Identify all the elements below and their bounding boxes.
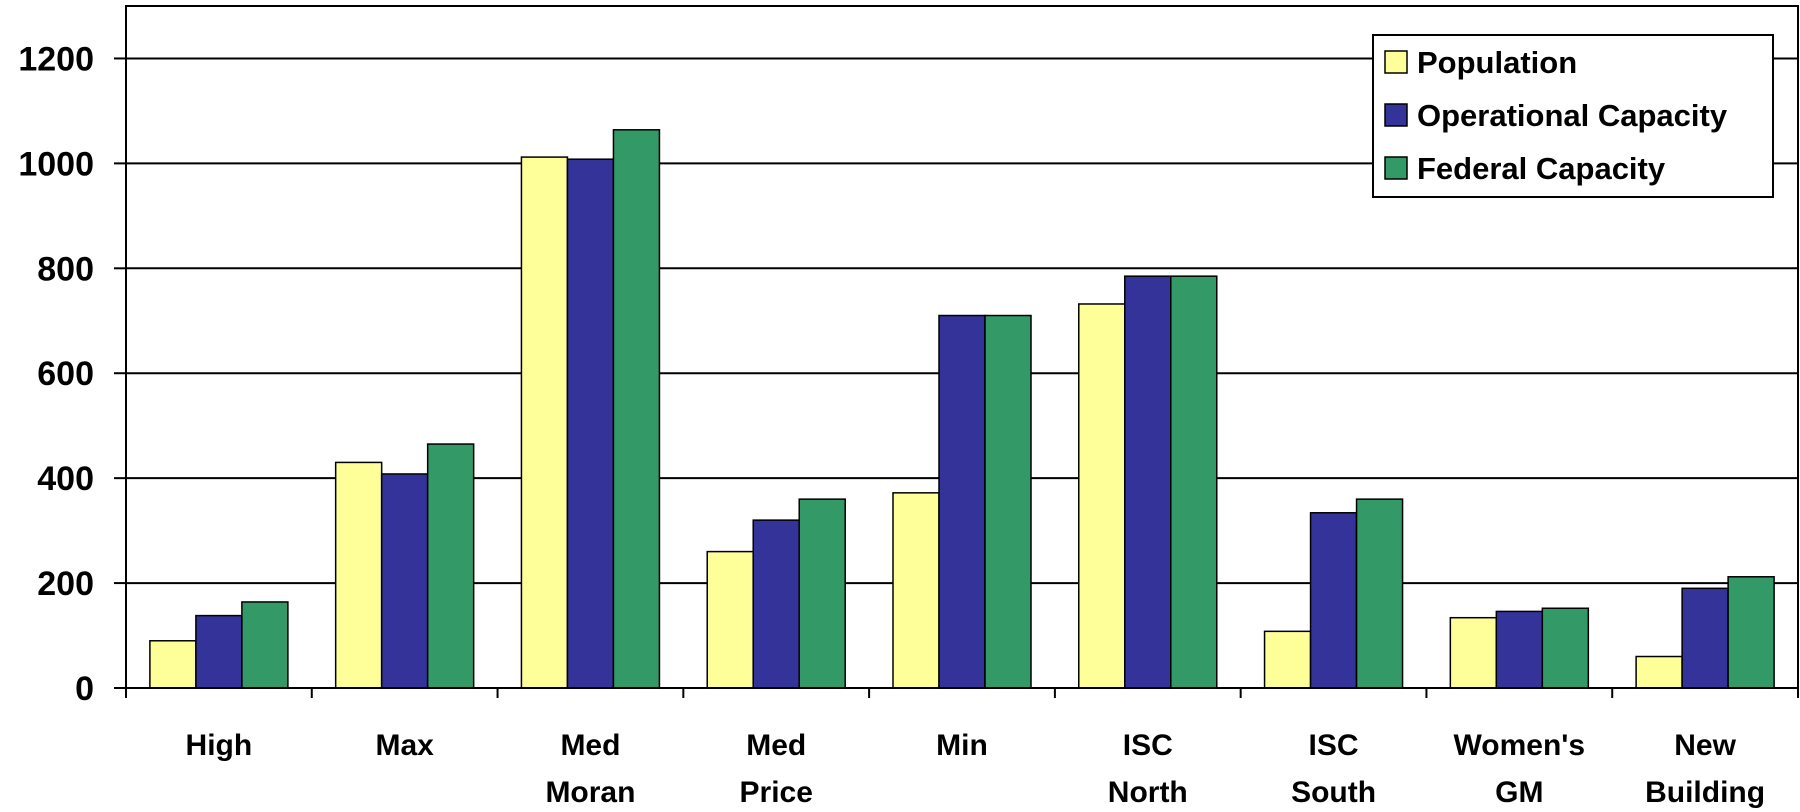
y-tick-label: 800 [37, 250, 94, 288]
bar-population-3 [706, 550, 754, 689]
x-category-label: Min [936, 729, 988, 762]
bar-population-0 [149, 640, 197, 689]
bar-federal-capacity-7 [1541, 607, 1590, 689]
bar-operational-capacity-4 [938, 314, 986, 689]
y-tick-label: 1000 [18, 145, 94, 183]
y-tick-label: 400 [37, 460, 94, 498]
y-axis-ticks: 0 200 400 600 800 1000 1200 [18, 40, 126, 708]
legend-label: Federal Capacity [1417, 151, 1666, 186]
bar-federal-capacity-2 [612, 129, 661, 689]
y-tick-label: 600 [37, 355, 94, 393]
bar-operational-capacity-8 [1681, 587, 1729, 689]
x-category-label: Max [375, 729, 434, 762]
bar-operational-capacity-1 [380, 473, 429, 689]
bar-operational-capacity-3 [752, 519, 800, 689]
x-axis-labels: High Max Med Moran Med Price Min ISC North ISC Sou… [186, 729, 1766, 809]
bar-federal-capacity-8 [1727, 576, 1775, 689]
bar-federal-capacity-1 [426, 443, 475, 689]
bar-federal-capacity-4 [984, 314, 1032, 689]
x-category-label: High [186, 729, 253, 762]
x-category-label: ISC North [1108, 729, 1188, 809]
bar-operational-capacity-7 [1495, 610, 1544, 689]
y-tick-label: 0 [75, 670, 94, 708]
bars [149, 129, 1775, 689]
bar-federal-capacity-3 [798, 498, 846, 689]
bar-population-7 [1449, 616, 1498, 689]
x-category-label: New Building [1645, 729, 1765, 809]
bar-population-4 [892, 492, 940, 689]
bar-federal-capacity-5 [1170, 275, 1218, 689]
bar-population-2 [520, 156, 569, 689]
x-category-label: Med Price [740, 729, 813, 809]
legend-swatch [1384, 103, 1408, 127]
legend-label: Population [1417, 45, 1577, 80]
bar-federal-capacity-0 [241, 601, 289, 689]
legend-box [1372, 34, 1774, 198]
bar-operational-capacity-2 [566, 158, 615, 689]
bar-operational-capacity-6 [1309, 512, 1358, 689]
bar-population-1 [334, 461, 383, 689]
bar-operational-capacity-0 [195, 614, 243, 689]
y-tick-label: 1200 [18, 40, 94, 78]
axes [125, 5, 1799, 698]
bar-federal-capacity-6 [1355, 498, 1404, 689]
x-category-label: Med Moran [545, 729, 635, 809]
legend-swatch [1384, 50, 1408, 74]
legend: Population Operational Capacity Federal Ca… [1372, 34, 1774, 198]
bar-operational-capacity-5 [1124, 275, 1172, 689]
y-tick-label: 200 [37, 565, 94, 603]
bar-population-8 [1635, 655, 1683, 689]
x-category-label: Women's GM [1454, 729, 1586, 809]
legend-label: Operational Capacity [1417, 98, 1728, 133]
bar-population-6 [1263, 630, 1312, 689]
x-category-label: ISC South [1291, 729, 1376, 809]
bar-population-5 [1078, 303, 1126, 689]
legend-swatch [1384, 156, 1408, 180]
